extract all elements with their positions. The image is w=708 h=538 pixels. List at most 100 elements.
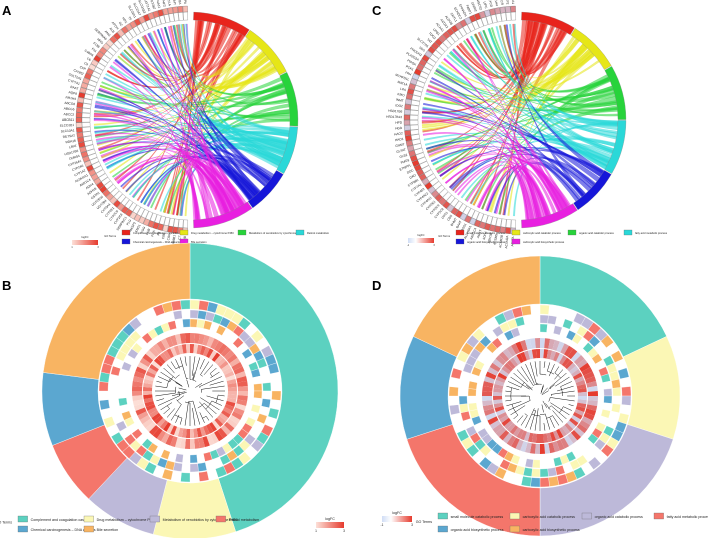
colorbar <box>408 238 434 243</box>
dendrogram-branch <box>513 414 519 420</box>
gene-block <box>409 124 419 131</box>
membership-cell <box>603 388 613 397</box>
logfc-cell <box>190 333 196 344</box>
logfc-cell <box>159 420 169 430</box>
dendrogram-branch <box>203 364 214 375</box>
gene-block <box>159 15 166 25</box>
logfc-cell <box>497 372 508 380</box>
logfc-cell <box>193 428 199 438</box>
dendrogram-background <box>503 359 577 433</box>
gene-label: ACSM2A <box>177 0 182 5</box>
panel-b: B GO Terms Complement and coagulation cas… <box>0 242 345 538</box>
gene-block <box>414 147 424 155</box>
dendrogram-branch <box>560 381 572 387</box>
gene-block <box>439 188 449 198</box>
logfc-cell <box>506 345 516 357</box>
gene-block <box>83 135 93 142</box>
gene-label: FGG <box>140 225 147 233</box>
logfc-cell <box>587 400 598 407</box>
gene-logfc-cell <box>405 135 413 142</box>
dendrogram-branch <box>170 404 182 421</box>
dendrogram-branch <box>549 372 567 388</box>
logfc-cell <box>185 428 190 438</box>
membership-cell <box>612 395 622 405</box>
logfc-cell <box>564 359 574 370</box>
legend-swatch <box>623 229 633 236</box>
gene-label: C4BPA <box>84 49 95 58</box>
gene-block <box>136 23 145 34</box>
membership-cell <box>189 309 199 319</box>
gene-block <box>426 173 437 182</box>
logfc-cell <box>511 437 520 449</box>
membership-cell <box>547 467 558 477</box>
gene-label: PECR <box>499 0 504 6</box>
membership-cell <box>539 314 549 324</box>
dendrogram-branch <box>203 403 217 415</box>
logfc-cell <box>566 420 577 430</box>
gene-label: ADH1B <box>86 187 97 196</box>
logfc-cell <box>576 383 587 390</box>
dendrogram-branch <box>163 408 170 415</box>
term-arc-6 <box>521 203 578 229</box>
panel-a: A C1QBC7CYP8B1C8AC8BF9FGAFGBFGGKNG1MASP2… <box>2 0 329 249</box>
gene-label: CYP26A1 <box>68 159 83 168</box>
term-arc-3 <box>279 72 299 127</box>
logfc-cell <box>516 353 524 364</box>
dendrogram-arc <box>175 374 180 379</box>
gene-block <box>89 75 100 83</box>
membership-cell <box>198 471 210 482</box>
colorbar <box>382 516 412 522</box>
gene-label: SLC27A5 <box>416 37 429 49</box>
logfc-cell <box>226 378 237 385</box>
logfc-cell <box>199 345 207 356</box>
gene-label: SLC22A7 <box>132 2 142 16</box>
gene-block <box>439 42 449 52</box>
logfc-cell <box>513 355 521 365</box>
gene-label: ABCG8 <box>64 101 75 106</box>
logfc-cell <box>552 430 560 441</box>
gene-block <box>96 62 106 71</box>
gene-block <box>419 161 429 169</box>
logfc-cell <box>560 343 569 355</box>
dendrogram-branch <box>547 362 551 372</box>
colorbar-max: 3 <box>411 523 413 527</box>
gene-label: LIPC <box>482 1 488 10</box>
colorbar-title: logFC <box>392 511 402 515</box>
logfc-cell <box>524 442 532 454</box>
logfc-cell <box>216 357 227 367</box>
membership-cell <box>253 390 263 399</box>
gene-label: UGT2B7 <box>149 0 157 10</box>
legend-swatch <box>511 238 521 245</box>
dendrogram-branch <box>555 376 570 387</box>
logfc-cell <box>190 428 195 438</box>
logfc-cell <box>170 334 178 346</box>
logfc-cell <box>193 344 199 354</box>
gene-block <box>500 12 507 22</box>
logfc-cell <box>144 374 155 382</box>
gene-label: CPS1 <box>441 211 449 220</box>
logfc-cell <box>135 407 147 416</box>
logfc-cell <box>527 432 534 443</box>
dendrogram-arc <box>531 387 533 389</box>
legend-label: Metabolism of xenobiotics by cytochrome … <box>163 518 238 522</box>
term-arc-4 <box>276 126 298 174</box>
gene-block <box>462 24 471 35</box>
gene-logfc-cell <box>75 122 83 128</box>
gene-block <box>117 193 127 204</box>
membership-cell <box>99 399 110 411</box>
logfc-cell <box>173 426 181 437</box>
gene-block <box>458 27 467 37</box>
logfc-cell <box>143 391 153 396</box>
logfc-cell <box>149 410 159 418</box>
gene-block <box>98 173 108 182</box>
gene-label: UPB1 <box>432 27 441 36</box>
dendrogram-trunk <box>186 379 190 388</box>
logfc-cell <box>561 425 571 435</box>
gene-block <box>505 219 512 228</box>
legend-swatch <box>437 525 448 533</box>
gene-block <box>141 209 149 219</box>
logfc-cell <box>206 336 215 348</box>
membership-cell <box>548 476 560 487</box>
membership-cell <box>262 382 272 392</box>
gene-label: CYP4F2 <box>414 187 426 197</box>
